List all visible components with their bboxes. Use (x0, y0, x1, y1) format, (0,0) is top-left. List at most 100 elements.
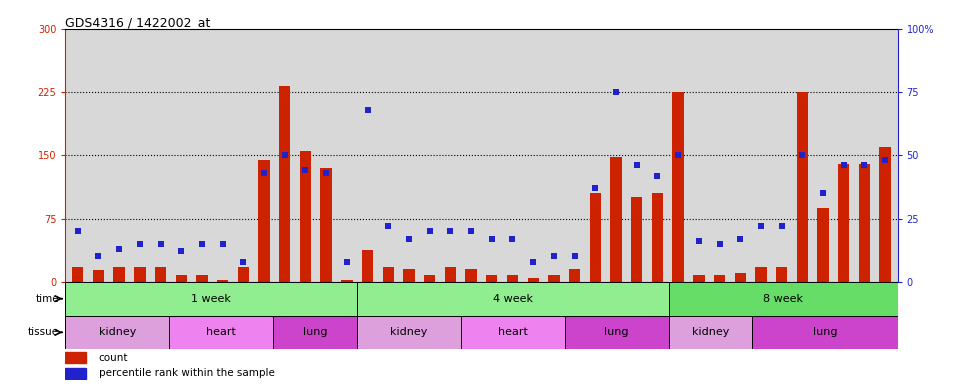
Bar (217, 280, 228, 282)
Point (174, 248, 189, 255)
Bar (817, 208, 828, 282)
Point (277, 152, 293, 158)
Point (732, 236, 748, 242)
Bar (65, 368, 86, 379)
Point (588, 185, 603, 191)
Bar (611, 157, 622, 282)
Bar (693, 275, 705, 282)
Bar (797, 92, 808, 282)
Bar (341, 280, 352, 282)
Bar (196, 275, 207, 282)
Text: heart: heart (497, 328, 528, 338)
Bar (383, 266, 394, 282)
Point (815, 190, 830, 196)
Bar (238, 266, 249, 282)
Point (401, 236, 417, 242)
Point (691, 238, 707, 244)
Bar (631, 197, 642, 282)
Bar (72, 266, 84, 282)
Bar (669, 316, 752, 349)
Bar (176, 275, 187, 282)
Point (774, 223, 789, 229)
Bar (548, 275, 560, 282)
Point (319, 170, 334, 176)
Bar (879, 147, 891, 282)
Bar (356, 316, 461, 349)
Text: 1 week: 1 week (191, 294, 230, 304)
Bar (734, 273, 746, 282)
Text: tissue: tissue (28, 328, 59, 338)
Point (525, 258, 540, 265)
Bar (714, 275, 725, 282)
Bar (403, 269, 415, 282)
Point (712, 241, 728, 247)
Text: 8 week: 8 week (763, 294, 804, 304)
Bar (527, 278, 539, 282)
Bar (569, 269, 580, 282)
Point (505, 236, 520, 242)
Point (298, 167, 313, 174)
Text: 4 week: 4 week (492, 294, 533, 304)
Bar (756, 266, 767, 282)
Point (546, 253, 562, 260)
Point (235, 258, 251, 265)
Point (360, 107, 375, 113)
Text: kidney: kidney (691, 328, 729, 338)
Bar (65, 316, 169, 349)
Point (380, 223, 396, 229)
Point (443, 228, 458, 234)
Bar (321, 168, 332, 282)
Bar (461, 316, 564, 349)
Bar (93, 270, 104, 282)
Point (836, 162, 852, 169)
Bar (356, 282, 669, 316)
Bar (859, 164, 870, 282)
Bar (65, 353, 86, 363)
Bar (274, 316, 356, 349)
Point (194, 241, 209, 247)
Bar (279, 86, 291, 282)
Bar (444, 266, 456, 282)
Bar (669, 282, 898, 316)
Bar (838, 164, 850, 282)
Bar (155, 266, 166, 282)
Text: lung: lung (302, 328, 327, 338)
Point (111, 246, 127, 252)
Point (132, 241, 148, 247)
Bar (752, 316, 898, 349)
Bar (589, 193, 601, 282)
Point (856, 162, 872, 169)
Point (153, 241, 168, 247)
Point (422, 228, 438, 234)
Point (484, 236, 499, 242)
Point (754, 223, 769, 229)
Bar (258, 159, 270, 282)
Text: heart: heart (206, 328, 236, 338)
Bar (300, 151, 311, 282)
Text: percentile rank within the sample: percentile rank within the sample (99, 368, 275, 378)
Bar (486, 275, 497, 282)
Bar (672, 92, 684, 282)
Text: lung: lung (812, 328, 837, 338)
Point (795, 152, 810, 158)
Point (339, 258, 354, 265)
Point (629, 162, 644, 169)
Point (215, 241, 230, 247)
Point (256, 170, 272, 176)
Text: GDS4316 / 1422002_at: GDS4316 / 1422002_at (65, 16, 210, 29)
Bar (65, 282, 356, 316)
Bar (362, 250, 373, 282)
Point (609, 89, 624, 95)
Point (877, 157, 893, 164)
Point (650, 172, 665, 179)
Bar (652, 193, 663, 282)
Point (567, 253, 583, 260)
Bar (466, 269, 477, 282)
Bar (776, 266, 787, 282)
Point (91, 253, 107, 260)
Bar (169, 316, 274, 349)
Point (670, 152, 685, 158)
Bar (424, 275, 436, 282)
Point (70, 228, 85, 234)
Text: kidney: kidney (390, 328, 427, 338)
